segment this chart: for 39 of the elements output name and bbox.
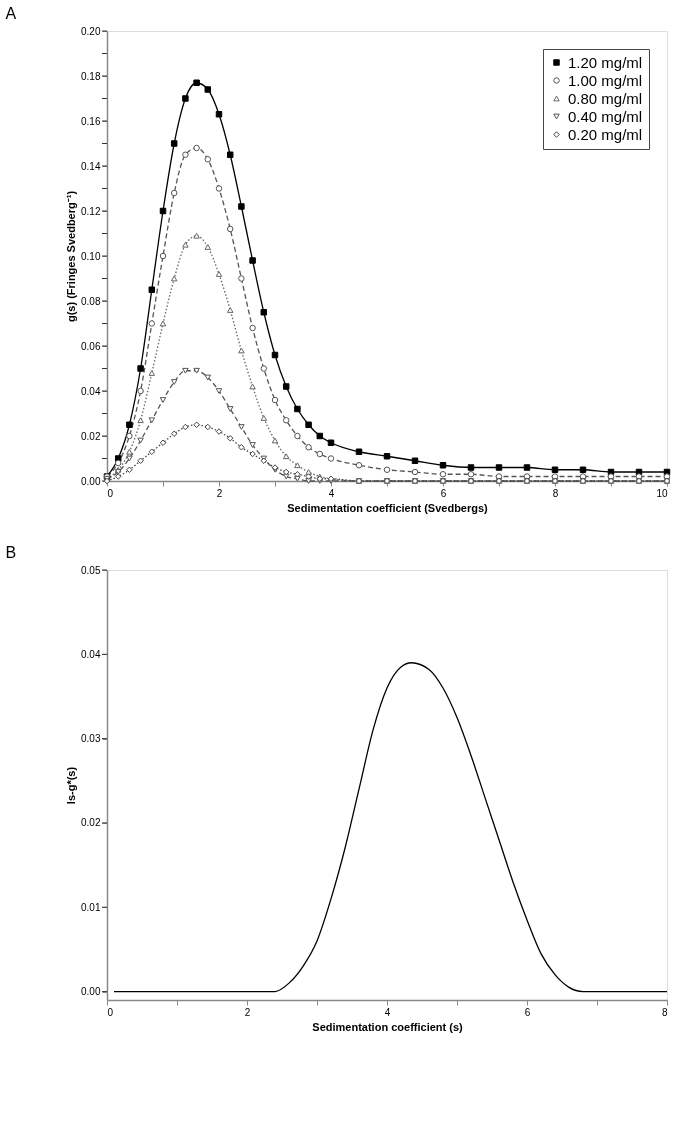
y-axis-title: ls-g*(s) — [65, 766, 78, 805]
y-tick-label: 0.00 — [81, 475, 101, 487]
y-tick-label: 0.20 — [81, 25, 101, 37]
legend-label: 0.80 mg/ml — [568, 89, 643, 107]
y-tick-label: 0.02 — [81, 817, 101, 829]
chart-title: B — [5, 544, 17, 561]
x-tick-label: 4 — [328, 487, 335, 499]
legend-label: 0.20 mg/ml — [568, 125, 643, 143]
x-tick-label: 0 — [107, 1006, 114, 1018]
y-tick-label: 0.14 — [81, 160, 101, 172]
y-tick-label: 0.12 — [81, 205, 101, 217]
y-tick-label: 0.02 — [81, 430, 101, 442]
y-tick-label: 0.00 — [81, 986, 101, 998]
x-tick-label: 6 — [524, 1006, 531, 1018]
y-axis-title: g(s) (Fringes Svedberg⁻¹) — [65, 190, 78, 323]
legend-label: 0.40 mg/ml — [568, 107, 643, 125]
y-tick-label: 0.04 — [81, 385, 101, 397]
legend-label: 1.20 mg/ml — [568, 53, 643, 71]
x-tick-label: 10 — [656, 487, 668, 499]
y-tick-label: 0.05 — [81, 564, 101, 576]
x-axis-title: Sedimentation coefficient (s) — [312, 1020, 464, 1033]
x-tick-label: 0 — [107, 487, 114, 499]
legend-label: 1.00 mg/ml — [568, 71, 643, 89]
x-tick-label: 8 — [661, 1006, 668, 1018]
y-tick-label: 0.18 — [81, 70, 101, 82]
y-tick-label: 0.08 — [81, 295, 101, 307]
x-tick-label: 2 — [216, 487, 223, 499]
y-tick-label: 0.06 — [81, 340, 101, 352]
chart-title: A — [5, 5, 17, 22]
x-tick-label: 2 — [244, 1006, 251, 1018]
x-tick-label: 8 — [552, 487, 559, 499]
x-tick-label: 6 — [440, 487, 447, 499]
y-tick-label: 0.10 — [81, 250, 101, 262]
y-tick-label: 0.04 — [81, 648, 101, 660]
x-tick-label: 4 — [384, 1006, 391, 1018]
y-tick-label: 0.16 — [81, 115, 101, 127]
y-tick-label: 0.03 — [81, 733, 101, 745]
y-tick-label: 0.01 — [81, 901, 101, 913]
x-axis-title: Sedimentation coefficient (Svedbergs) — [287, 501, 489, 514]
